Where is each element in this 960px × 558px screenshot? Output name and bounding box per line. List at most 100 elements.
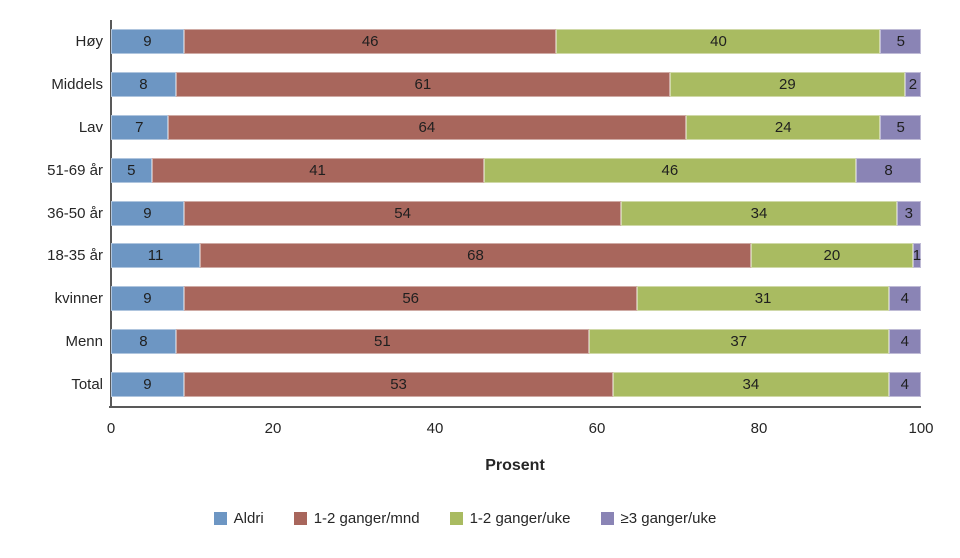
bar-segment: 20 xyxy=(750,243,913,269)
bar-value-label: 34 xyxy=(750,204,768,222)
category-label: Høy xyxy=(75,32,104,50)
legend-item: ≥3 ganger/uke xyxy=(600,510,717,527)
bar-segment: 61 xyxy=(175,71,670,97)
bar-value-label: 4 xyxy=(900,376,909,394)
category-label: 36-50 år xyxy=(47,204,103,222)
bar-row: Lav 7 64 24 5 xyxy=(0,106,921,149)
bar-value-label: 34 xyxy=(742,376,760,394)
bar-segment: 4 xyxy=(888,286,921,312)
x-tick-label: 100 xyxy=(908,420,934,437)
legend-label: 1-2 ganger/uke xyxy=(469,510,571,527)
chart-legend: Aldri 1-2 ganger/mnd 1-2 ganger/uke ≥3 gang… xyxy=(0,510,930,527)
category-label: 18-35 år xyxy=(47,247,103,265)
bar-rows: Høy 9 46 40 5 Middels 8 61 29 2 Lav 7 64 24 5 51-69 år 5… xyxy=(0,20,921,406)
category-label: Middels xyxy=(51,75,103,93)
bar-track: 9 53 34 4 xyxy=(111,372,921,398)
bar-track: 7 64 24 5 xyxy=(111,114,921,140)
category-label: Total xyxy=(71,376,103,394)
bar-row: Middels 8 61 29 2 xyxy=(0,63,921,106)
legend-swatch-icon xyxy=(600,512,614,525)
bar-segment: 1 xyxy=(912,243,922,269)
bar-segment: 34 xyxy=(613,372,889,398)
legend-swatch-icon xyxy=(449,512,463,525)
bar-row: 36-50 år 9 54 34 3 xyxy=(0,192,921,235)
category-label: 51-69 år xyxy=(47,161,103,179)
bar-value-label: 40 xyxy=(710,32,727,50)
bar-segment: 5 xyxy=(111,157,152,183)
bar-segment: 11 xyxy=(111,243,201,269)
bar-value-label: 5 xyxy=(896,118,905,136)
bar-segment: 2 xyxy=(904,71,921,97)
bar-value-label: 2 xyxy=(908,75,918,93)
bar-segment: 4 xyxy=(888,329,921,355)
bar-value-label: 11 xyxy=(147,247,164,265)
bar-row: 51-69 år 5 41 46 8 xyxy=(0,149,921,192)
bar-value-label: 31 xyxy=(754,290,772,308)
bar-segment: 53 xyxy=(183,372,614,398)
bar-segment: 51 xyxy=(175,329,589,355)
bar-value-label: 9 xyxy=(143,32,152,50)
bar-segment: 34 xyxy=(621,200,897,226)
legend-item: 1-2 ganger/mnd xyxy=(293,510,420,527)
bar-segment: 3 xyxy=(896,200,921,226)
bar-segment: 8 xyxy=(111,71,176,97)
bar-row: Total 9 53 34 4 xyxy=(0,363,921,406)
bar-value-label: 7 xyxy=(135,118,144,136)
legend-label: Aldri xyxy=(233,510,264,527)
bar-row: kvinner 9 56 31 4 xyxy=(0,277,921,320)
bar-segment: 64 xyxy=(167,114,687,140)
bar-value-label: 29 xyxy=(778,75,796,93)
bar-value-label: 8 xyxy=(884,161,893,179)
bar-track: 11 68 20 1 xyxy=(111,243,922,269)
bar-value-label: 9 xyxy=(143,376,152,394)
bar-value-label: 5 xyxy=(896,32,905,50)
bar-value-label: 5 xyxy=(127,161,136,179)
bar-segment: 56 xyxy=(183,286,638,312)
bar-value-label: 3 xyxy=(904,204,913,222)
bar-value-label: 8 xyxy=(139,75,148,93)
bar-value-label: 51 xyxy=(374,333,391,351)
bar-segment: 8 xyxy=(856,157,921,183)
bar-value-label: 56 xyxy=(402,290,420,308)
bar-segment: 68 xyxy=(200,243,751,269)
bar-row: Menn 8 51 37 4 xyxy=(0,320,921,363)
bar-segment: 9 xyxy=(111,286,184,312)
x-axis-ticks: 0 20 40 60 80 100 xyxy=(107,420,934,440)
category-label: Lav xyxy=(78,118,103,136)
bar-track: 9 54 34 3 xyxy=(111,200,921,226)
legend-item: Aldri xyxy=(213,510,264,527)
bar-value-label: 4 xyxy=(900,290,909,308)
x-tick-label: 60 xyxy=(588,420,606,437)
bar-segment: 5 xyxy=(880,114,921,140)
bar-value-label: 9 xyxy=(143,204,152,222)
bar-segment: 9 xyxy=(111,200,184,226)
bar-segment: 46 xyxy=(183,28,557,54)
legend-swatch-icon xyxy=(293,512,307,525)
legend-label: ≥3 ganger/uke xyxy=(620,510,717,527)
bar-value-label: 41 xyxy=(309,161,326,179)
bar-value-label: 68 xyxy=(467,247,484,265)
bar-track: 8 61 29 2 xyxy=(111,71,921,97)
bar-track: 5 41 46 8 xyxy=(111,157,921,183)
category-label: Menn xyxy=(65,333,103,351)
bar-segment: 9 xyxy=(111,372,184,398)
x-axis-line xyxy=(109,406,921,408)
x-tick-label: 40 xyxy=(426,420,444,437)
bar-value-label: 24 xyxy=(774,118,792,136)
bar-segment: 9 xyxy=(111,28,184,54)
bar-value-label: 53 xyxy=(390,376,407,394)
bar-value-label: 4 xyxy=(900,333,909,351)
legend-label: 1-2 ganger/mnd xyxy=(313,510,420,527)
bar-value-label: 46 xyxy=(361,32,379,50)
bar-value-label: 37 xyxy=(730,333,748,351)
bar-row: Høy 9 46 40 5 xyxy=(0,20,921,63)
category-label: kvinner xyxy=(54,290,103,308)
x-tick-label: 80 xyxy=(750,420,768,437)
bar-value-label: 64 xyxy=(418,118,436,136)
bar-segment: 46 xyxy=(483,157,857,183)
bar-value-label: 1 xyxy=(912,247,922,265)
bar-segment: 4 xyxy=(888,372,921,398)
bar-segment: 24 xyxy=(686,114,881,140)
bar-value-label: 61 xyxy=(414,75,432,93)
